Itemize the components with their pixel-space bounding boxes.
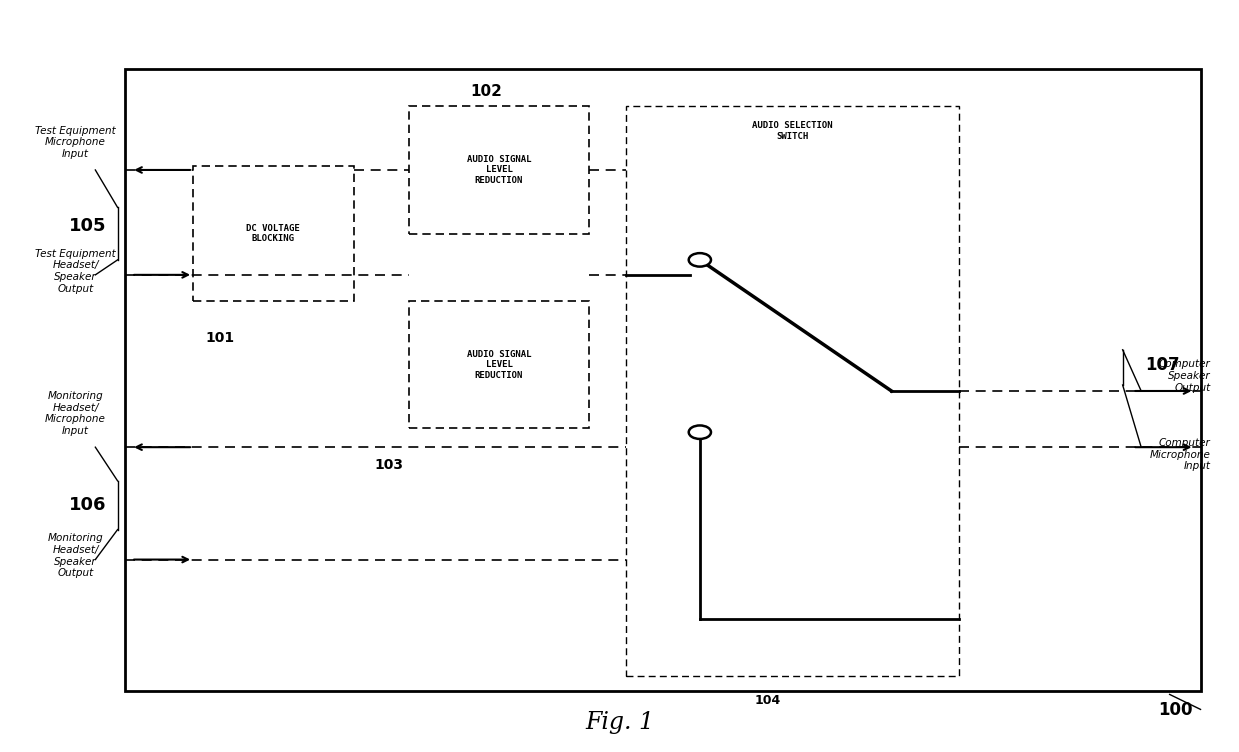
FancyBboxPatch shape (193, 166, 353, 301)
FancyBboxPatch shape (409, 301, 589, 429)
Text: 101: 101 (206, 331, 234, 345)
Text: AUDIO SELECTION
SWITCH: AUDIO SELECTION SWITCH (752, 121, 833, 141)
Circle shape (689, 253, 711, 267)
Text: 103: 103 (374, 459, 403, 472)
Circle shape (689, 426, 711, 439)
Text: Computer
Speaker
Output: Computer Speaker Output (1158, 359, 1211, 393)
Text: 106: 106 (69, 496, 107, 514)
Text: AUDIO SIGNAL
LEVEL
REDUCTION: AUDIO SIGNAL LEVEL REDUCTION (467, 350, 532, 380)
Text: 100: 100 (1158, 701, 1193, 719)
Text: Monitoring
Headset/
Microphone
Input: Monitoring Headset/ Microphone Input (45, 391, 107, 436)
Text: Test Equipment
Headset/
Speaker
Output: Test Equipment Headset/ Speaker Output (35, 249, 116, 293)
Text: Test Equipment
Microphone
Input: Test Equipment Microphone Input (35, 126, 116, 159)
FancyBboxPatch shape (409, 106, 589, 234)
Text: Fig. 1: Fig. 1 (585, 711, 654, 734)
FancyBboxPatch shape (125, 69, 1201, 690)
Text: DC VOLTAGE
BLOCKING: DC VOLTAGE BLOCKING (247, 224, 300, 244)
Text: 104: 104 (755, 694, 781, 708)
Text: Computer
Microphone
Input: Computer Microphone Input (1150, 438, 1211, 472)
Text: 102: 102 (471, 83, 503, 99)
Text: AUDIO SIGNAL
LEVEL
REDUCTION: AUDIO SIGNAL LEVEL REDUCTION (467, 155, 532, 185)
Text: 105: 105 (69, 217, 107, 235)
Text: Monitoring
Headset/
Speaker
Output: Monitoring Headset/ Speaker Output (47, 533, 103, 578)
Text: 107: 107 (1145, 356, 1180, 374)
FancyBboxPatch shape (626, 106, 959, 676)
